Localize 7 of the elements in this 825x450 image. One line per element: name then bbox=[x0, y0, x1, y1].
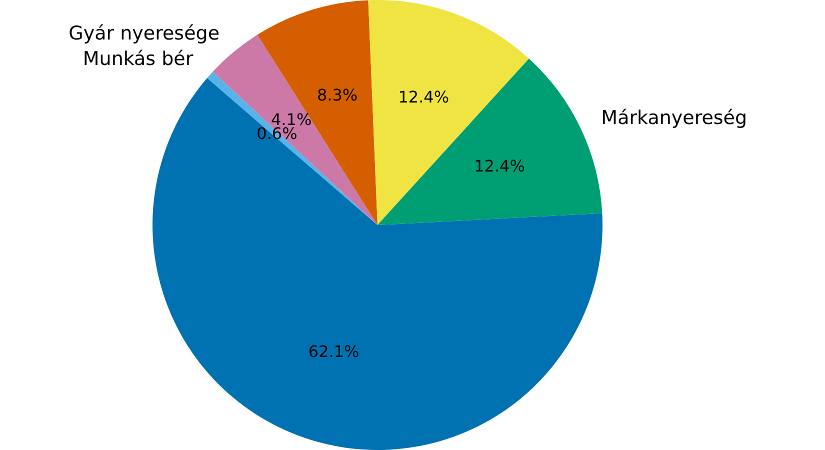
data-label: 12.4% bbox=[474, 156, 525, 176]
slice-label: Munkás bér bbox=[82, 48, 194, 70]
slice-label: Márkanyereség bbox=[601, 107, 748, 129]
data-label: 12.4% bbox=[398, 87, 450, 106]
data-label: 62.1% bbox=[308, 342, 360, 361]
slice-label: Gyár nyeresége bbox=[68, 22, 220, 44]
data-label: 8.3% bbox=[316, 85, 358, 104]
